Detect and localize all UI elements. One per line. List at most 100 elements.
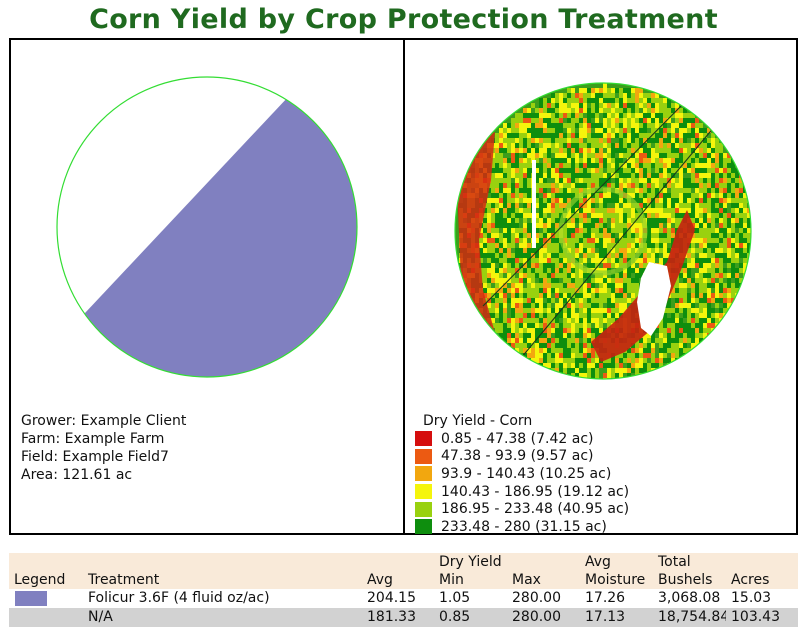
yield-cell — [579, 158, 583, 163]
yield-cell — [631, 343, 635, 348]
yield-cell — [735, 248, 739, 253]
yield-cell — [607, 113, 611, 118]
yield-cell — [655, 163, 659, 168]
yield-cell — [487, 233, 491, 238]
yield-cell — [675, 338, 679, 343]
yield-cell — [699, 193, 703, 198]
yield-cell — [639, 218, 643, 223]
yield-cell — [675, 288, 679, 293]
yield-cell — [671, 178, 675, 183]
yield-cell — [539, 298, 543, 303]
yield-cell — [703, 158, 707, 163]
yield-cell — [567, 323, 571, 328]
yield-cell — [707, 138, 711, 143]
yield-cell — [527, 308, 531, 313]
yield-cell — [583, 248, 587, 253]
yield-cell — [663, 103, 667, 108]
yield-cell — [575, 358, 579, 363]
yield-cell — [559, 158, 563, 163]
yield-cell — [539, 113, 543, 118]
treatment-boundary-line — [520, 113, 726, 359]
yield-cell — [639, 203, 643, 208]
yield-cell — [603, 228, 607, 233]
yield-cell — [619, 213, 623, 218]
yield-cell — [607, 258, 611, 263]
yield-cell — [655, 243, 659, 248]
yield-cell — [491, 223, 495, 228]
yield-cell — [723, 208, 727, 213]
yield-cell — [571, 178, 575, 183]
yield-cell — [499, 333, 503, 338]
yield-cell — [567, 228, 571, 233]
yield-cell — [527, 263, 531, 268]
yield-cell — [663, 333, 667, 338]
yield-cell — [491, 273, 495, 278]
yield-cell — [715, 193, 719, 198]
yield-cell — [535, 138, 539, 143]
yield-cell — [515, 313, 519, 318]
yield-cell — [607, 368, 611, 373]
yield-cell — [579, 323, 583, 328]
yield-cell — [571, 363, 575, 368]
yield-cell — [539, 358, 543, 363]
yield-cell — [695, 148, 699, 153]
yield-cell — [683, 268, 687, 273]
yield-cell — [735, 168, 739, 173]
yield-cell — [539, 163, 543, 168]
yield-cell — [523, 178, 527, 183]
yield-cell — [707, 263, 711, 268]
yield-cell — [607, 148, 611, 153]
yield-cell — [631, 108, 635, 113]
yield-cell — [571, 128, 575, 133]
yield-cell — [735, 258, 739, 263]
yield-cell — [483, 208, 487, 213]
yield-cell — [535, 313, 539, 318]
yield-cell — [651, 233, 655, 238]
yield-cell — [487, 273, 491, 278]
yield-cell — [663, 163, 667, 168]
yield-cell — [687, 278, 691, 283]
yield-cell — [571, 218, 575, 223]
yield-cell — [503, 163, 507, 168]
yield-cell — [555, 98, 559, 103]
yield-cell — [599, 98, 603, 103]
yield-cell — [711, 278, 715, 283]
yield-cell — [707, 128, 711, 133]
yield-cell — [647, 368, 651, 373]
yield-cell — [563, 368, 567, 373]
yield-cell — [511, 208, 515, 213]
yield-cell — [587, 128, 591, 133]
yield-cell — [615, 108, 619, 113]
yield-cell — [623, 143, 627, 148]
yield-cell — [555, 108, 559, 113]
yield-cell — [503, 288, 507, 293]
yield-cell — [571, 248, 575, 253]
yield-cell — [535, 263, 539, 268]
yield-cell — [603, 98, 607, 103]
yield-cell — [519, 268, 523, 273]
yield-cell — [567, 183, 571, 188]
yield-cell — [535, 268, 539, 273]
yield-cell — [483, 213, 487, 218]
yield-cell — [675, 323, 679, 328]
yield-cell — [639, 148, 643, 153]
yield-cell — [647, 248, 651, 253]
yield-cell — [535, 248, 539, 253]
yield-cell — [535, 198, 539, 203]
yield-cell — [579, 108, 583, 113]
yield-cell — [503, 173, 507, 178]
yield-cell — [631, 363, 635, 368]
yield-cell — [655, 103, 659, 108]
yield-cell — [679, 303, 683, 308]
yield-cell — [679, 153, 683, 158]
yield-cell — [615, 208, 619, 213]
yield-cell — [723, 168, 727, 173]
yield-cell — [503, 333, 507, 338]
yield-cell — [695, 278, 699, 283]
yield-cell — [503, 158, 507, 163]
yield-cell — [575, 123, 579, 128]
yield-cell — [555, 188, 559, 193]
yield-cell — [583, 98, 587, 103]
yield-cell — [671, 338, 675, 343]
yield-cell — [695, 133, 699, 138]
